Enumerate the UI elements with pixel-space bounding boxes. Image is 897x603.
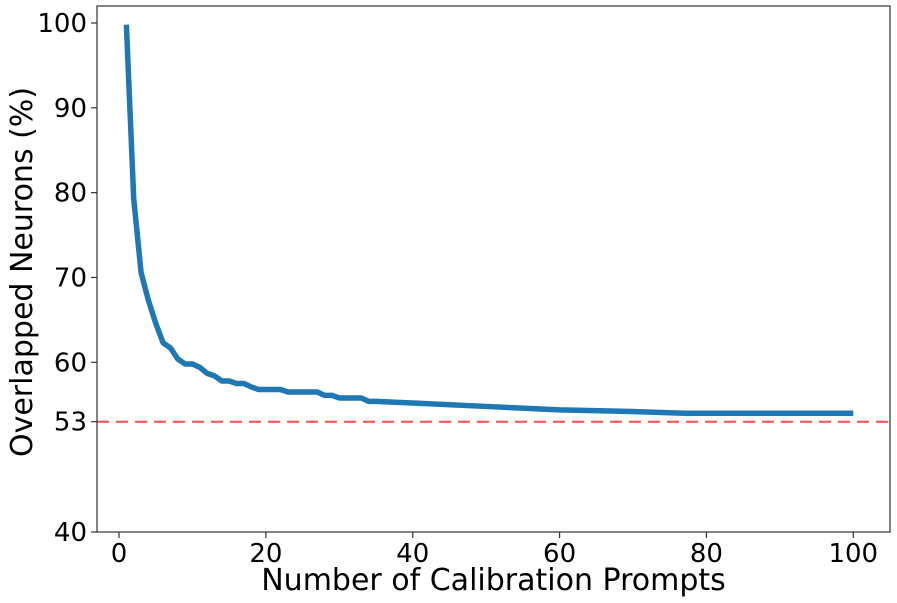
x-tick-label: 40 bbox=[396, 539, 429, 569]
y-tick-label: 70 bbox=[54, 263, 87, 293]
y-tick-label: 90 bbox=[54, 94, 87, 124]
x-tick-label: 20 bbox=[249, 539, 282, 569]
y-tick-label: 100 bbox=[37, 9, 87, 39]
x-tick-label: 80 bbox=[690, 539, 723, 569]
y-tick-label: 80 bbox=[54, 179, 87, 209]
y-tick-label: 53 bbox=[54, 408, 87, 438]
x-axis: 0 20 40 60 80 100 bbox=[111, 532, 878, 569]
y-axis: 40 53 60 70 80 90 100 bbox=[37, 9, 97, 548]
series-line-0 bbox=[123, 24, 854, 416]
plot-area bbox=[97, 24, 890, 423]
y-tick-label: 40 bbox=[54, 518, 87, 548]
plot-frame bbox=[96, 5, 891, 533]
x-tick-label: 60 bbox=[543, 539, 576, 569]
x-tick-label: 100 bbox=[828, 539, 878, 569]
x-axis-title: Number of Calibration Prompts bbox=[261, 563, 726, 598]
y-tick-label: 60 bbox=[54, 348, 87, 378]
y-axis-title: Overlapped Neurons (%) bbox=[5, 87, 40, 457]
x-tick-label: 0 bbox=[111, 539, 128, 569]
